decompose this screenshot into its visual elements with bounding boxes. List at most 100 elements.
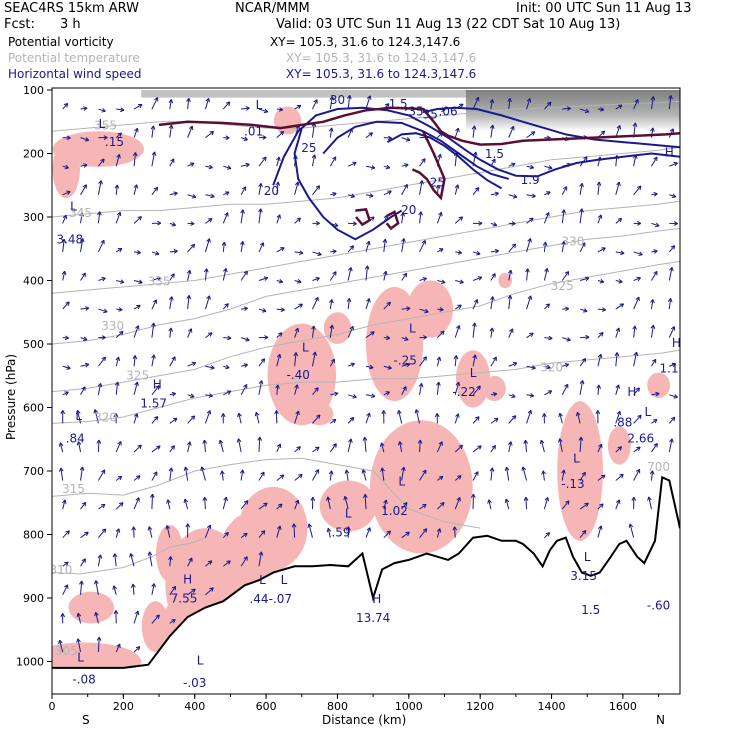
pv-negative-region <box>306 402 333 425</box>
pv-extremum-label: .06 <box>439 104 458 118</box>
pv-negative-region <box>68 592 114 624</box>
pv-extremum-label: H <box>153 377 162 391</box>
pv-extremum-label: L <box>259 573 266 587</box>
field-xy-1: XY= 105.3, 31.6 to 124.3,147.6 <box>270 35 460 49</box>
organization: NCAR/MMM <box>235 1 310 16</box>
field-name-3: Horizontal wind speed <box>8 67 142 81</box>
init-time: Init: 00 UTC Sun 11 Aug 13 <box>516 1 691 16</box>
wind-label: 35 <box>408 104 423 118</box>
pv-extremum-label: 1.9 <box>521 173 540 187</box>
pv-extremum-label: L <box>197 654 204 668</box>
field-xy-3: XY= 105.3, 31.6 to 124.3,147.6 <box>286 67 476 81</box>
wind-label: 30 <box>330 93 345 107</box>
x-end-right-label: N <box>656 713 665 727</box>
y-tick-label: 400 <box>23 275 44 288</box>
theta-label: 305 <box>55 644 78 658</box>
pv-extremum-label: 1.5 <box>389 97 408 111</box>
pv-extremum-label: 1.5 <box>581 603 600 617</box>
theta-label: 325 <box>126 369 149 383</box>
x-axis-label: Distance (km) <box>322 713 406 727</box>
pv-negative-region <box>483 376 506 401</box>
x-tick-label: 800 <box>327 700 348 713</box>
fcst-value: 3 h <box>60 17 81 32</box>
pv-extremum-label: H <box>183 572 192 586</box>
wind-label: 25 <box>430 176 445 190</box>
pv-negative-region <box>324 312 351 344</box>
y-tick-label: 100 <box>23 84 44 97</box>
pv-extremum-label: L <box>70 200 77 214</box>
field-name-2: Potential temperature <box>8 51 140 65</box>
pv-extremum-label: .59 <box>331 525 350 539</box>
pv-extremum-label: L <box>645 405 652 419</box>
x-tick-label: 400 <box>184 700 205 713</box>
pv-extremum-label: .88 <box>613 416 632 430</box>
pv-extremum-label: 35 <box>423 108 438 122</box>
pv-extremum-label: .15 <box>105 135 124 149</box>
pv-extremum-label: L <box>584 550 591 564</box>
upper-wind-shading <box>141 90 466 98</box>
pv-extremum-label: L <box>281 573 288 587</box>
pv-extremum-label: H <box>627 385 636 399</box>
theta-label: 330 <box>562 235 585 249</box>
x-tick-label: 1200 <box>466 700 494 713</box>
pv-extremum-label: L <box>573 452 580 466</box>
pv-extremum-label: .01 <box>244 125 263 139</box>
pv-extremum-label: .44 <box>249 592 268 606</box>
pv-extremum-label: -.13 <box>561 477 584 491</box>
theta-label: 325 <box>551 279 574 293</box>
y-tick-label: 600 <box>23 402 44 415</box>
y-tick-label: 200 <box>23 148 44 161</box>
pv-extremum-label: -.60 <box>647 598 670 612</box>
x-tick-label: 1600 <box>609 700 637 713</box>
pv-extremum-label: L <box>470 366 477 380</box>
pv-contour <box>387 212 398 229</box>
pv-extremum-label: 3.48 <box>56 233 83 247</box>
field-xy-2: XY= 105.3, 31.6 to 124.3,147.6 <box>286 51 476 65</box>
y-axis-label: Pressure (hPa) <box>4 354 18 440</box>
y-tick-label: 300 <box>23 211 44 224</box>
y-tick-label: 500 <box>23 338 44 351</box>
valid-time: Valid: 03 UTC Sun 11 Aug 13 (22 CDT Sat … <box>276 17 620 32</box>
x-tick-label: 600 <box>256 700 277 713</box>
fcst-label: Fcst: <box>4 17 35 32</box>
x-tick-label: 1000 <box>395 700 423 713</box>
pv-extremum-label: -.40 <box>286 368 309 382</box>
header: SEAC4RS 15km ARW NCAR/MMM Init: 00 UTC S… <box>4 1 691 81</box>
pv-extremum-label: L <box>99 117 106 131</box>
pv-extremum-label: L <box>345 506 352 520</box>
pv-extremum-label: L <box>409 322 416 336</box>
x-tick-label: 0 <box>49 700 56 713</box>
pv-extremum-label: L <box>75 409 82 423</box>
pv-extremum-label: -.07 <box>269 592 292 606</box>
pv-extremum-label: 3.15 <box>570 569 597 583</box>
model-name: SEAC4RS 15km ARW <box>4 1 139 16</box>
theta-label: 335 <box>148 275 171 289</box>
pv-extremum-label: 2.66 <box>627 431 654 445</box>
x-end-left-label: S <box>82 713 90 727</box>
pv-extremum-label: H <box>372 592 381 606</box>
theta-label: 315 <box>62 482 85 496</box>
y-tick-label: 900 <box>23 592 44 605</box>
y-tick-label: 800 <box>23 529 44 542</box>
wind-label: 20 <box>401 203 416 217</box>
y-tick-label: 1000 <box>16 656 44 669</box>
wind-vector <box>152 494 153 509</box>
pv-negative-region <box>53 131 144 167</box>
pv-extremum-label: 7.55 <box>171 591 198 605</box>
theta-label: 700 <box>647 460 670 474</box>
wind-label: 25 <box>301 141 316 155</box>
theta-label: 320 <box>94 410 117 424</box>
pv-extremum-label: L <box>256 98 263 112</box>
pv-extremum-label: -.08 <box>72 673 95 687</box>
pv-extremum-label: .84 <box>66 431 85 445</box>
wind-label: 20 <box>264 184 279 198</box>
pv-extremum-label: H <box>665 146 674 160</box>
pv-extremum-label: 1.57 <box>140 397 167 411</box>
pv-extremum-label: -.25 <box>394 353 417 367</box>
pv-extremum-label: -.03 <box>183 676 206 690</box>
pv-extremum-label: 1.12 <box>660 362 687 376</box>
field-name-1: Potential vorticity <box>8 35 114 49</box>
theta-label: 310 <box>49 563 72 577</box>
